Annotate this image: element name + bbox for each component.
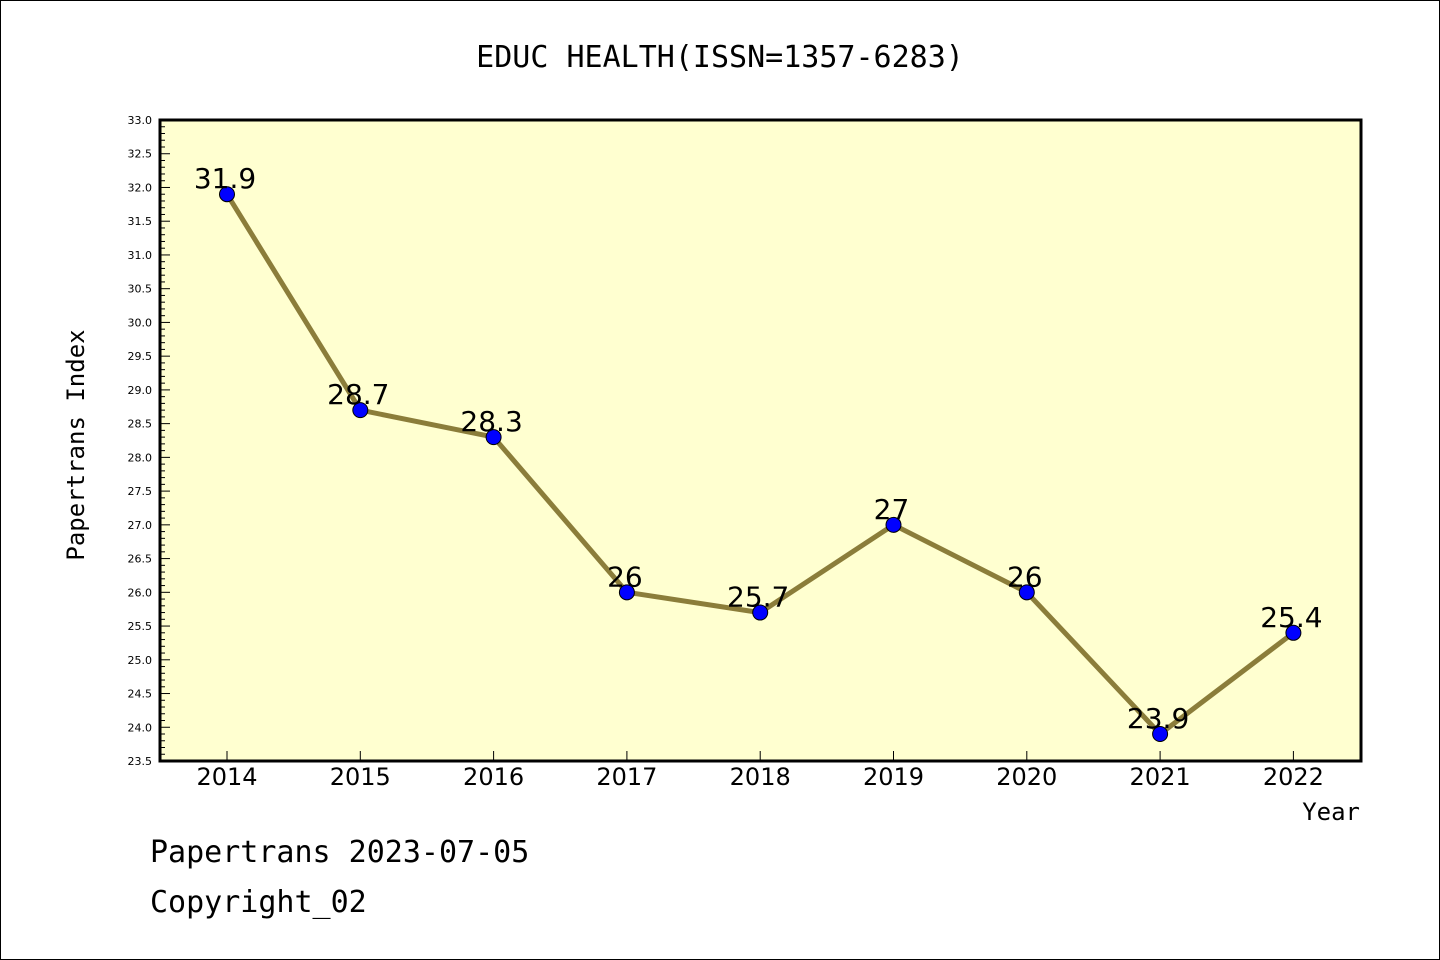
- footer-date: Papertrans 2023-07-05: [150, 835, 530, 870]
- y-tick-label: 28.5: [128, 418, 153, 431]
- x-axis: 2014 2015 2016 2017 2018 2019 2020 2021 2022: [196, 751, 1324, 791]
- y-tick-label: 30.0: [128, 316, 153, 329]
- data-label: 27: [874, 493, 910, 526]
- data-point: [885, 516, 902, 533]
- data-point: [352, 402, 369, 419]
- x-tick-label: 2020: [996, 763, 1057, 791]
- data-point: [485, 429, 502, 446]
- y-tick-label: 33.0: [128, 114, 153, 127]
- x-axis-label: Year: [1302, 798, 1360, 826]
- x-tick-label: 2019: [863, 763, 924, 791]
- y-tick-label: 26.0: [128, 586, 153, 599]
- y-tick-label: 26.5: [128, 553, 153, 566]
- data-point: [752, 604, 769, 621]
- x-tick-label: 2021: [1130, 763, 1191, 791]
- x-tick-label: 2015: [330, 763, 391, 791]
- data-label: 25.7: [727, 581, 789, 614]
- y-axis-label: Papertrans Index: [62, 329, 90, 560]
- x-tick-label: 2016: [463, 763, 524, 791]
- x-tick-label: 2022: [1263, 763, 1324, 791]
- y-tick-label: 30.5: [128, 283, 153, 296]
- plot-area: [160, 120, 1361, 761]
- y-tick-label: 29.0: [128, 384, 153, 397]
- data-point: [1018, 584, 1035, 601]
- data-label: 28.3: [460, 405, 522, 438]
- data-label: 26: [1007, 560, 1043, 593]
- x-tick-label: 2018: [730, 763, 791, 791]
- data-point: [1152, 726, 1169, 743]
- y-tick-label: 31.0: [128, 249, 153, 262]
- data-point: [618, 584, 635, 601]
- data-point: [1285, 624, 1302, 641]
- data-label: 25.4: [1260, 601, 1322, 634]
- data-labels: 31.9 28.7 28.3 26 25.7 27 26 23.9 25.4: [194, 162, 1323, 735]
- y-tick-label: 25.5: [128, 620, 153, 633]
- y-tick-label: 25.0: [128, 654, 153, 667]
- y-tick-label: 23.5: [128, 755, 153, 768]
- y-axis: 23.5 24.0 24.5 25.0 25.5 26.0 26.5 27.0 27.5 28.0…: [128, 114, 170, 768]
- y-tick-label: 27.0: [128, 519, 153, 532]
- y-tick-label: 24.5: [128, 688, 153, 701]
- x-tick-label: 2014: [196, 763, 257, 791]
- y-tick-label: 31.5: [128, 215, 153, 228]
- y-tick-label: 28.0: [128, 451, 153, 464]
- chart-title: EDUC HEALTH(ISSN=1357-6283): [476, 40, 964, 75]
- series-markers: [219, 186, 1302, 743]
- data-label: 23.9: [1127, 702, 1189, 735]
- data-label: 31.9: [194, 162, 256, 195]
- plot-border: [158, 118, 1363, 763]
- data-label: 26: [607, 560, 643, 593]
- y-tick-label: 29.5: [128, 350, 153, 363]
- y-tick-label: 27.5: [128, 485, 153, 498]
- y-tick-label: 32.0: [128, 181, 153, 194]
- x-tick-label: 2017: [596, 763, 657, 791]
- data-point: [219, 186, 235, 203]
- y-tick-label: 32.5: [128, 148, 153, 161]
- y-tick-label: 24.0: [128, 721, 153, 734]
- data-label: 28.7: [327, 378, 389, 411]
- footer-copyright: Copyright_02: [150, 885, 367, 920]
